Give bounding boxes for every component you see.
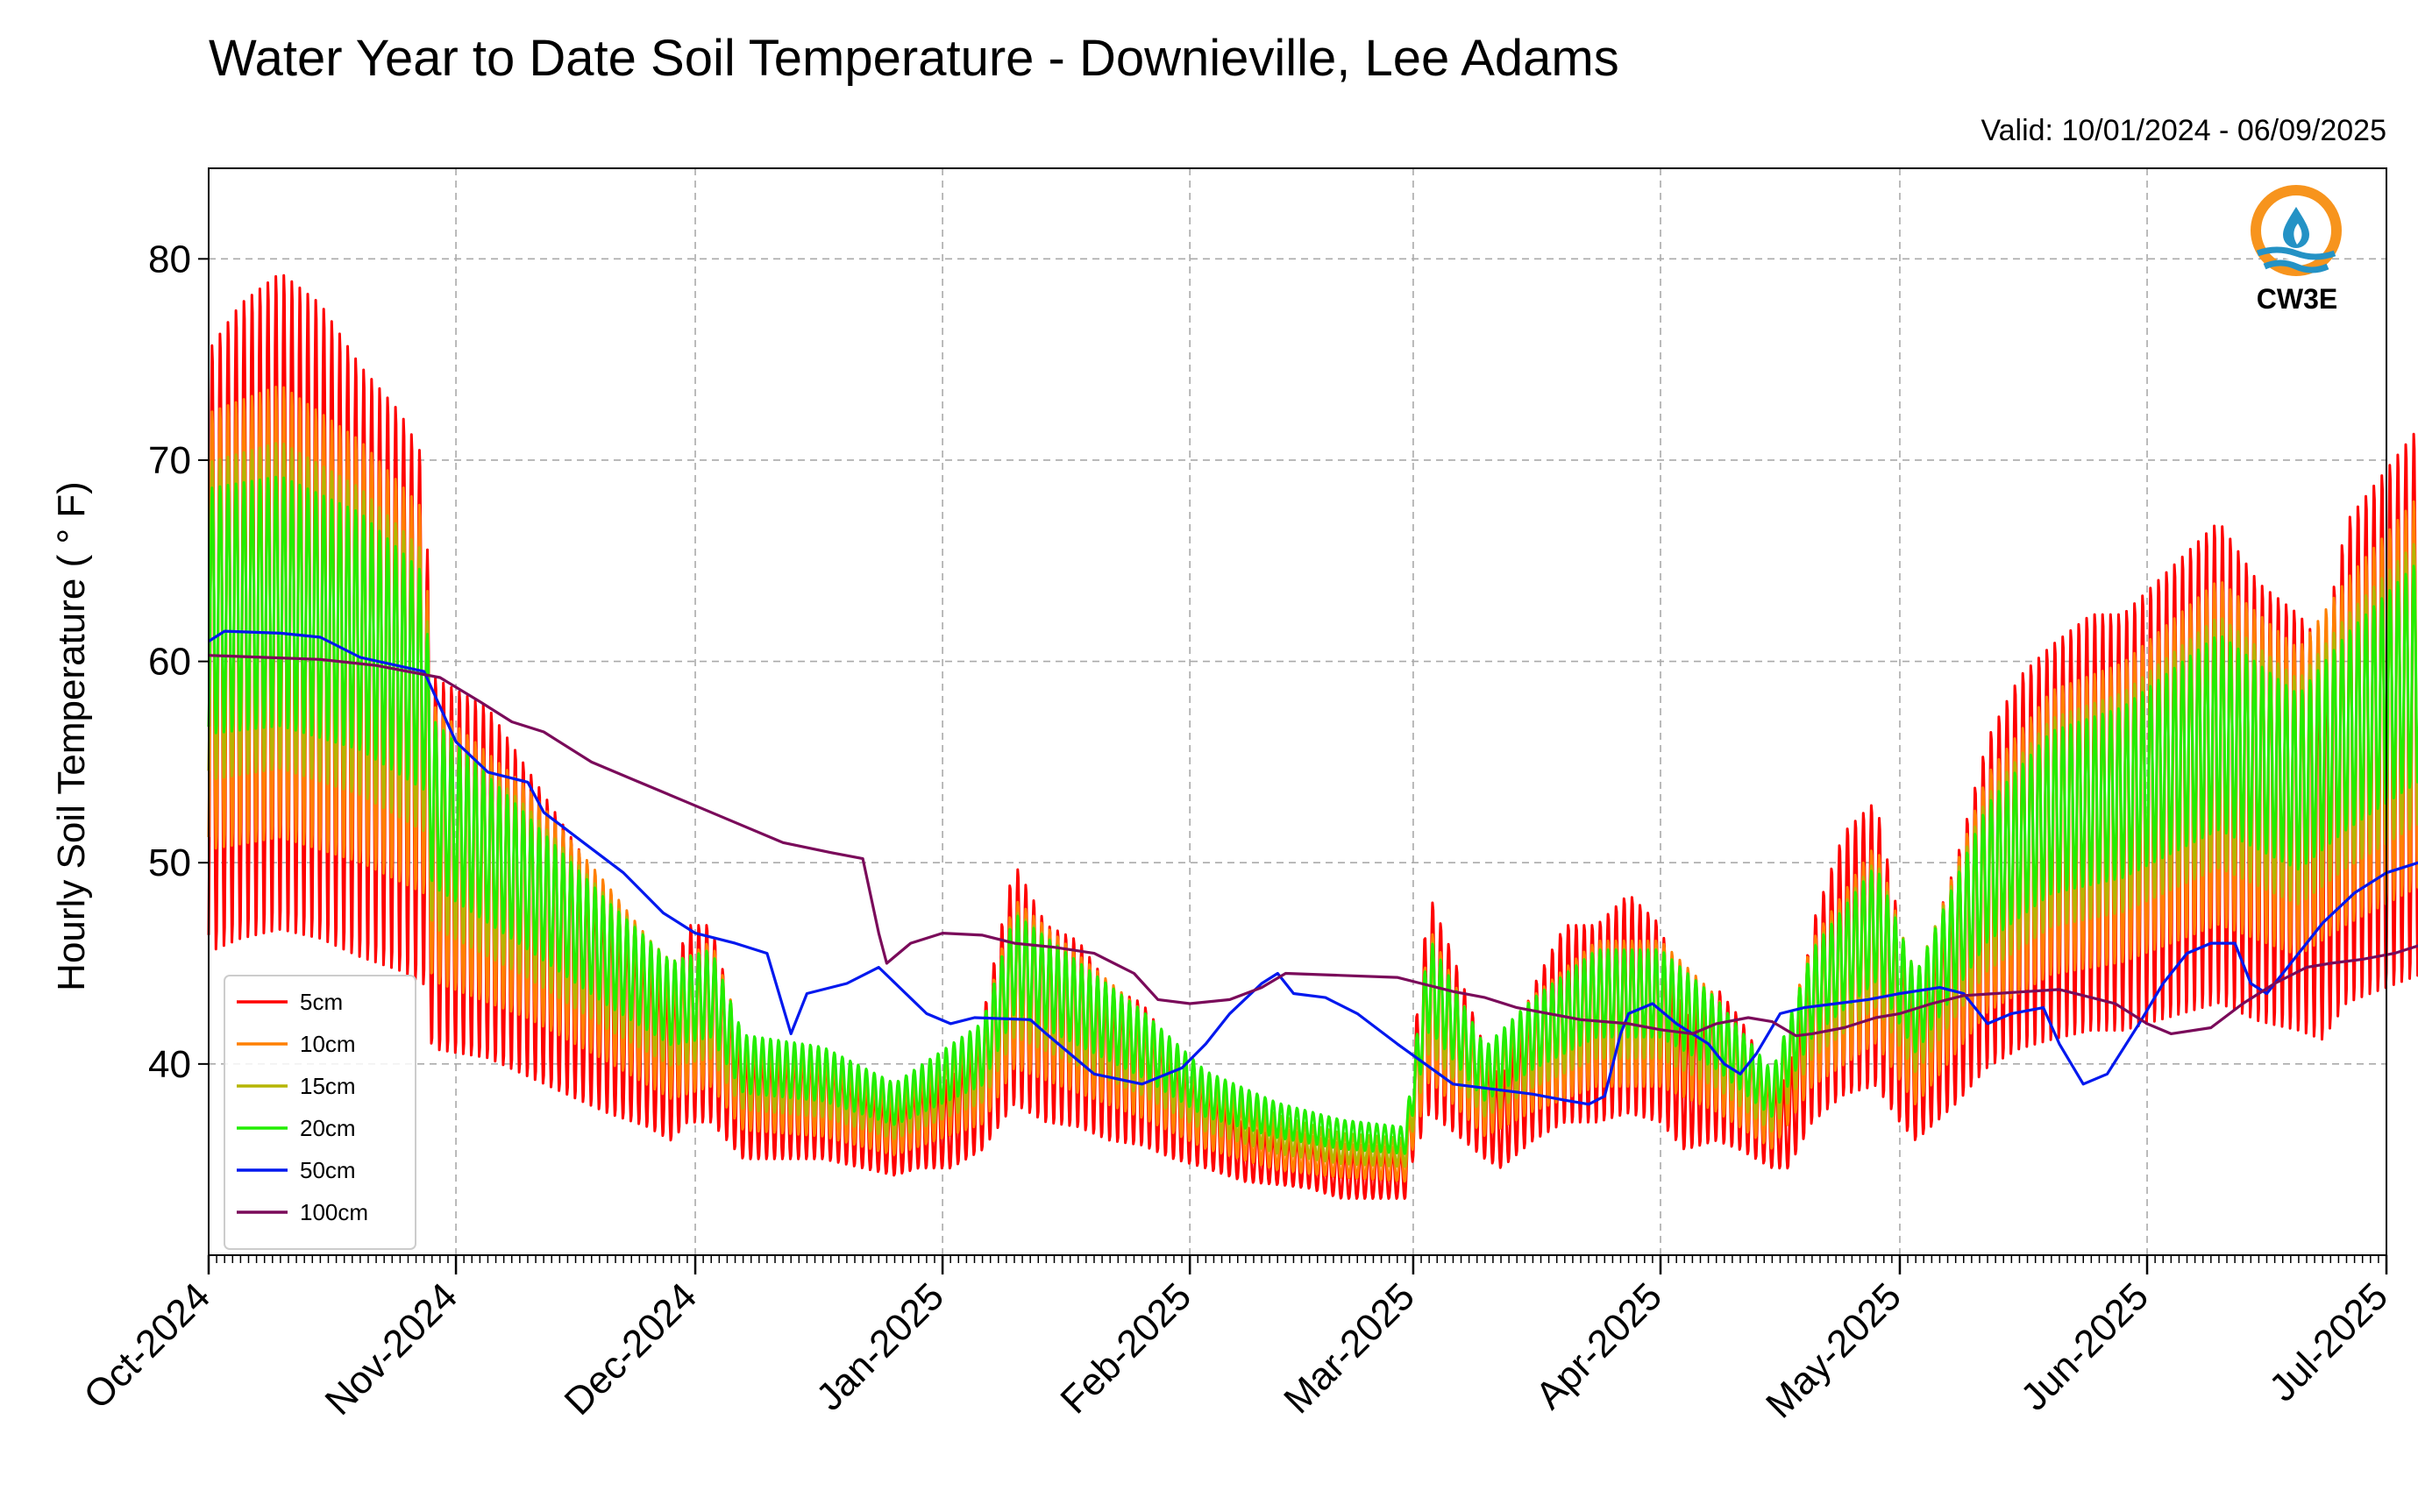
legend-label-20cm: 20cm <box>300 1115 356 1141</box>
y-tick-label: 60 <box>148 641 191 684</box>
x-tick-label: Nov-2024 <box>317 1274 466 1423</box>
series-lines <box>207 273 2418 1200</box>
y-tick-label: 80 <box>148 238 191 280</box>
legend-label-5cm: 5cm <box>300 989 343 1015</box>
wave-icon <box>2263 259 2329 273</box>
x-tick-label: Jan-2025 <box>808 1274 952 1418</box>
x-tick-label: Feb-2025 <box>1052 1274 1199 1422</box>
grid-lines <box>209 168 2386 1255</box>
x-tick-label: Dec-2024 <box>557 1274 706 1423</box>
y-tick-label: 70 <box>148 439 191 482</box>
series-line-20cm <box>207 475 2418 1155</box>
x-tick-label: Jun-2025 <box>2013 1274 2157 1418</box>
y-tick-label: 40 <box>148 1043 191 1086</box>
wave-icon <box>2256 246 2336 260</box>
series-line-100cm <box>208 654 2418 1038</box>
series-line-50cm <box>208 629 2418 1106</box>
series-line-10cm <box>207 386 2418 1183</box>
x-tick-label: May-2025 <box>1758 1274 1910 1426</box>
flame-icon <box>2294 224 2302 245</box>
legend-label-50cm: 50cm <box>300 1157 356 1183</box>
legend-label-100cm: 100cm <box>300 1199 368 1225</box>
legend-label-15cm: 15cm <box>300 1073 356 1099</box>
legend-label-10cm: 10cm <box>300 1031 356 1057</box>
legend: 5cm 10cm 15cm 20cm 50cm 100cm <box>224 975 416 1250</box>
x-tick-label: Jul-2025 <box>2261 1274 2396 1409</box>
cw3e-logo-text: CW3E <box>2257 283 2337 315</box>
y-axis-ticks: 40 50 60 70 80 <box>148 238 209 1086</box>
cw3e-logo: CW3E <box>2251 185 2342 315</box>
x-tick-label: Oct-2024 <box>75 1274 218 1417</box>
cw3e-logo-ring <box>2251 185 2342 276</box>
x-axis-ticks: Oct-2024 Nov-2024 Dec-2024 Jan-2025 Feb-2025… <box>75 1255 2396 1426</box>
plot-frame <box>208 167 2387 1256</box>
y-tick-label: 50 <box>148 841 191 884</box>
chart-title: Water Year to Date Soil Temperature - Do… <box>209 30 1619 87</box>
x-tick-label: Apr-2025 <box>1527 1274 1670 1417</box>
y-axis-label: Hourly Soil Temperature ( ° F) <box>50 481 93 991</box>
valid-date-range: Valid: 10/01/2024 - 06/09/2025 <box>1981 114 2386 147</box>
x-tick-label: Mar-2025 <box>1276 1274 1423 1422</box>
